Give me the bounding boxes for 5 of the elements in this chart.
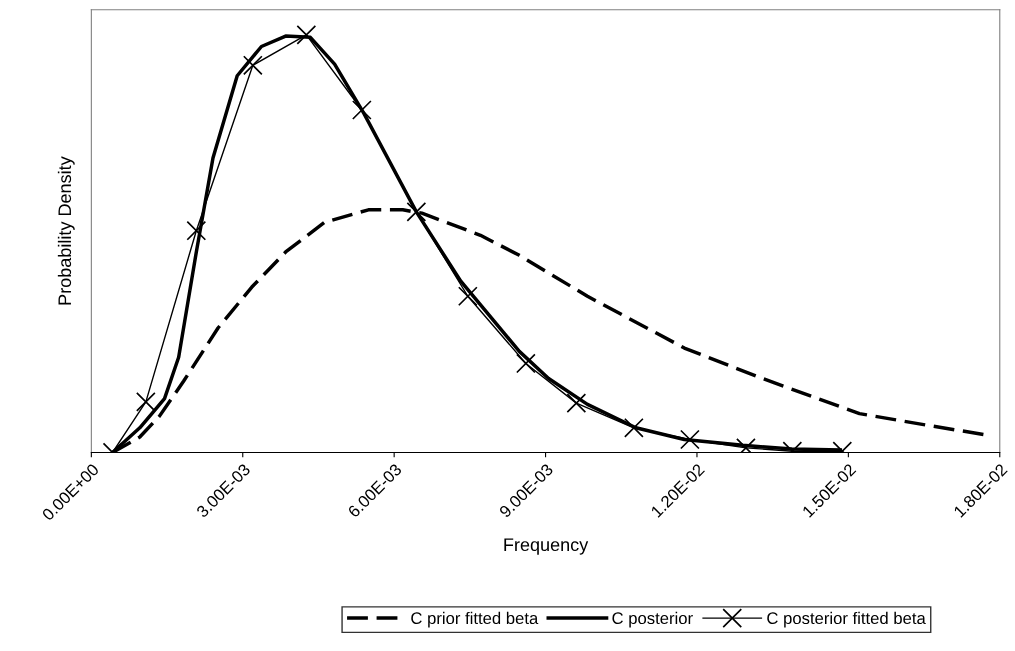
legend-label: C posterior — [612, 611, 693, 628]
legend-label: C prior fitted beta — [411, 611, 539, 628]
x-axis-title: Frequency — [504, 538, 589, 555]
legend-label: C posterior fitted beta — [767, 611, 926, 628]
y-axis-title: Probability Density — [57, 156, 75, 305]
